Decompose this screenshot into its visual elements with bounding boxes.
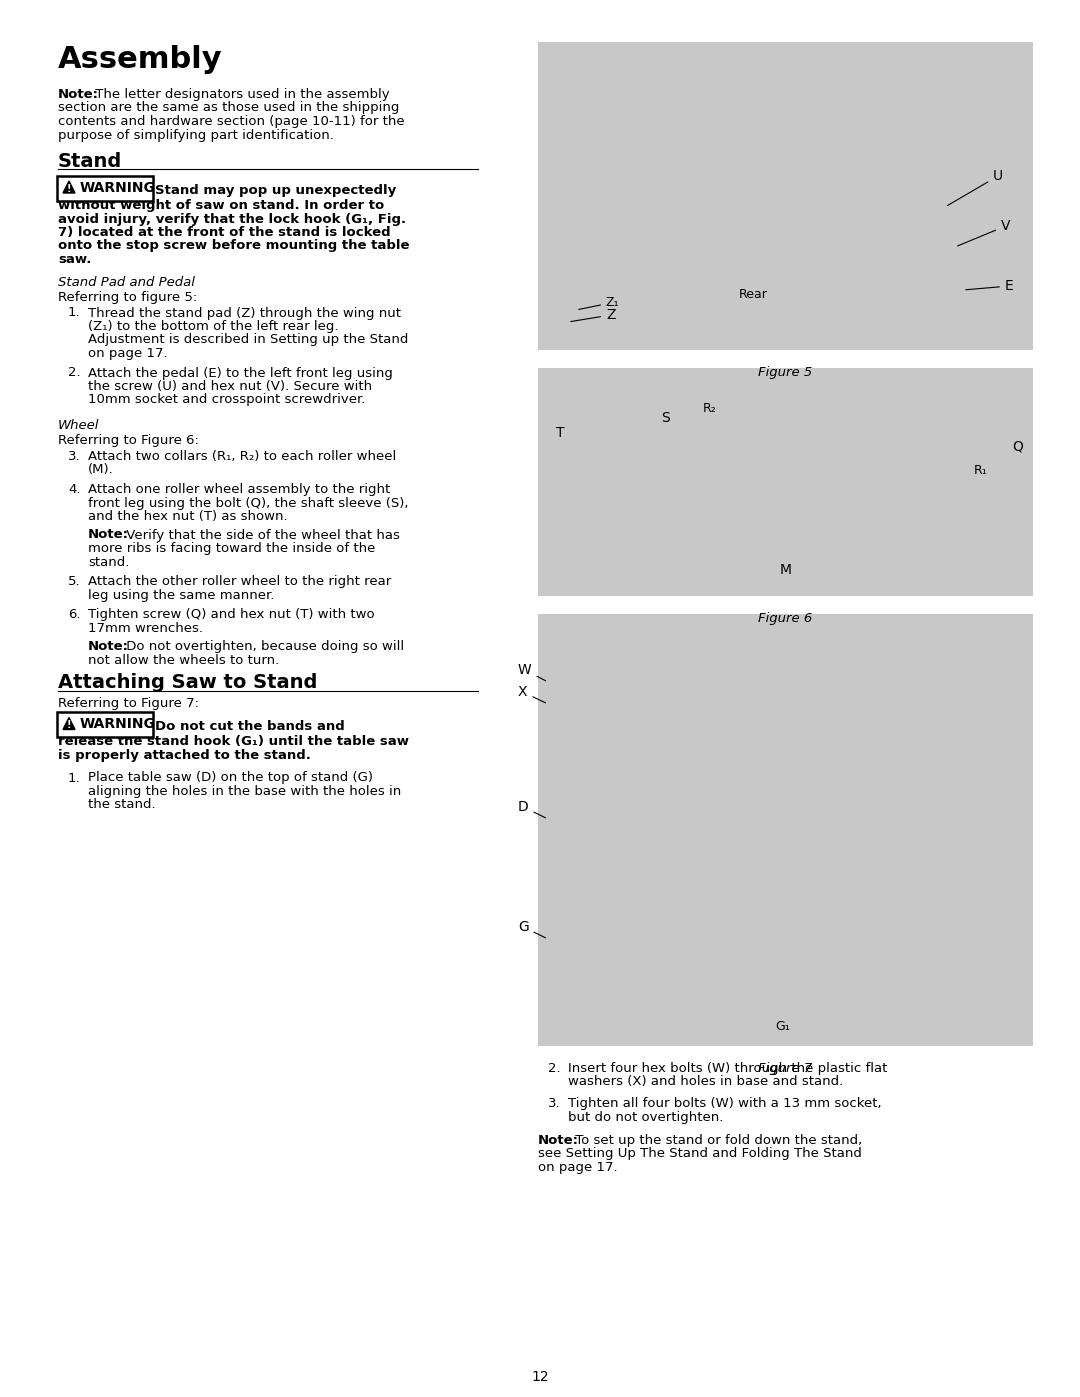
Polygon shape [63, 182, 75, 193]
Text: Stand Pad and Pedal: Stand Pad and Pedal [58, 275, 194, 289]
Text: G: G [518, 921, 545, 937]
Text: Wheel: Wheel [58, 419, 99, 432]
Text: Referring to Figure 6:: Referring to Figure 6: [58, 434, 199, 447]
Text: Do not cut the bands and: Do not cut the bands and [156, 721, 345, 733]
Text: but do not overtighten.: but do not overtighten. [568, 1111, 724, 1123]
Text: WARNING: WARNING [80, 718, 156, 732]
Text: Figure 6: Figure 6 [758, 612, 812, 624]
Text: Thread the stand pad (Z) through the wing nut: Thread the stand pad (Z) through the win… [87, 306, 401, 320]
Text: Figure 5: Figure 5 [758, 366, 812, 379]
Text: the stand.: the stand. [87, 799, 156, 812]
Text: Z₁: Z₁ [579, 296, 620, 310]
Text: the screw (U) and hex nut (V). Secure with: the screw (U) and hex nut (V). Secure wi… [87, 380, 373, 393]
Text: Insert four hex bolts (W) through the plastic flat: Insert four hex bolts (W) through the pl… [568, 1062, 888, 1076]
Text: !: ! [67, 721, 71, 731]
Text: Attaching Saw to Stand: Attaching Saw to Stand [58, 673, 318, 693]
Text: and the hex nut (T) as shown.: and the hex nut (T) as shown. [87, 510, 287, 522]
Text: (M).: (M). [87, 464, 113, 476]
Text: see Setting Up The Stand and Folding The Stand: see Setting Up The Stand and Folding The… [538, 1147, 862, 1161]
Polygon shape [63, 718, 75, 729]
Text: not allow the wheels to turn.: not allow the wheels to turn. [87, 654, 280, 666]
Text: 17mm wrenches.: 17mm wrenches. [87, 622, 203, 634]
Text: 1.: 1. [68, 771, 81, 785]
Text: 6.: 6. [68, 608, 81, 622]
Text: Do not overtighten, because doing so will: Do not overtighten, because doing so wil… [122, 640, 404, 652]
Text: Note:: Note: [87, 528, 129, 542]
Text: stand.: stand. [87, 556, 130, 569]
Text: (Z₁) to the bottom of the left rear leg.: (Z₁) to the bottom of the left rear leg. [87, 320, 338, 332]
Text: onto the stop screw before mounting the table: onto the stop screw before mounting the … [58, 239, 409, 253]
Text: U: U [947, 169, 1003, 205]
Text: saw.: saw. [58, 253, 92, 265]
Text: D: D [518, 800, 545, 817]
Text: S: S [662, 411, 671, 425]
Text: Note:: Note: [58, 88, 99, 101]
Text: Attach two collars (R₁, R₂) to each roller wheel: Attach two collars (R₁, R₂) to each roll… [87, 450, 396, 462]
Text: To set up the stand or fold down the stand,: To set up the stand or fold down the sta… [571, 1134, 862, 1147]
Text: Attach one roller wheel assembly to the right: Attach one roller wheel assembly to the … [87, 483, 390, 496]
Text: Attach the pedal (E) to the left front leg using: Attach the pedal (E) to the left front l… [87, 366, 393, 380]
Text: on page 17.: on page 17. [87, 346, 167, 360]
Text: T: T [556, 426, 564, 440]
Text: Stand may pop up unexpectedly: Stand may pop up unexpectedly [156, 184, 396, 197]
Text: R₁: R₁ [974, 464, 988, 478]
Text: 3.: 3. [548, 1097, 561, 1111]
Text: X: X [518, 685, 545, 703]
Text: Note:: Note: [538, 1134, 579, 1147]
Text: The letter designators used in the assembly: The letter designators used in the assem… [91, 88, 390, 101]
Text: washers (X) and holes in base and stand.: washers (X) and holes in base and stand. [568, 1076, 843, 1088]
Text: Rear: Rear [739, 288, 768, 300]
FancyBboxPatch shape [538, 367, 1032, 597]
Text: contents and hardware section (page 10-11) for the: contents and hardware section (page 10-1… [58, 115, 405, 129]
Text: avoid injury, verify that the lock hook (G₁, Fig.: avoid injury, verify that the lock hook … [58, 212, 406, 225]
FancyBboxPatch shape [56, 712, 152, 738]
FancyBboxPatch shape [56, 176, 152, 201]
Text: Adjustment is described in Setting up the Stand: Adjustment is described in Setting up th… [87, 334, 408, 346]
Text: M: M [780, 563, 792, 577]
Text: Tighten screw (Q) and hex nut (T) with two: Tighten screw (Q) and hex nut (T) with t… [87, 608, 375, 622]
Text: W: W [518, 664, 545, 680]
Text: is properly attached to the stand.: is properly attached to the stand. [58, 749, 311, 761]
Text: Verify that the side of the wheel that has: Verify that the side of the wheel that h… [122, 528, 400, 542]
Text: more ribs is facing toward the inside of the: more ribs is facing toward the inside of… [87, 542, 376, 555]
Text: leg using the same manner.: leg using the same manner. [87, 588, 274, 602]
Text: 2.: 2. [548, 1062, 561, 1076]
Text: !: ! [67, 184, 71, 194]
Text: front leg using the bolt (Q), the shaft sleeve (S),: front leg using the bolt (Q), the shaft … [87, 496, 408, 510]
Text: Referring to Figure 7:: Referring to Figure 7: [58, 697, 199, 711]
Text: Z: Z [570, 307, 616, 321]
Text: 10mm socket and crosspoint screwdriver.: 10mm socket and crosspoint screwdriver. [87, 394, 365, 407]
Text: Assembly: Assembly [58, 45, 222, 74]
Text: Attach the other roller wheel to the right rear: Attach the other roller wheel to the rig… [87, 576, 391, 588]
Text: 5.: 5. [68, 576, 81, 588]
Text: 12: 12 [531, 1370, 549, 1384]
Text: 3.: 3. [68, 450, 81, 462]
Text: Q: Q [1013, 439, 1024, 453]
Text: 7) located at the front of the stand is locked: 7) located at the front of the stand is … [58, 226, 391, 239]
Text: 1.: 1. [68, 306, 81, 320]
Text: V: V [958, 219, 1011, 246]
Text: without weight of saw on stand. In order to: without weight of saw on stand. In order… [58, 198, 384, 212]
Text: section are the same as those used in the shipping: section are the same as those used in th… [58, 102, 400, 115]
Text: purpose of simplifying part identification.: purpose of simplifying part identificati… [58, 129, 334, 141]
Text: R₂: R₂ [703, 401, 717, 415]
Text: WARNING: WARNING [80, 182, 156, 196]
Text: on page 17.: on page 17. [538, 1161, 618, 1173]
FancyBboxPatch shape [538, 615, 1032, 1046]
Text: Tighten all four bolts (W) with a 13 mm socket,: Tighten all four bolts (W) with a 13 mm … [568, 1097, 881, 1111]
Text: G₁: G₁ [775, 1020, 791, 1032]
Text: aligning the holes in the base with the holes in: aligning the holes in the base with the … [87, 785, 402, 798]
Text: Stand: Stand [58, 152, 122, 170]
Text: Place table saw (D) on the top of stand (G): Place table saw (D) on the top of stand … [87, 771, 373, 785]
Text: Referring to figure 5:: Referring to figure 5: [58, 291, 198, 303]
Text: 2.: 2. [68, 366, 81, 380]
FancyBboxPatch shape [538, 42, 1032, 351]
Text: Note:: Note: [87, 640, 129, 652]
Text: Figure 7: Figure 7 [758, 1062, 812, 1076]
Text: E: E [966, 279, 1014, 293]
Text: 4.: 4. [68, 483, 81, 496]
Text: release the stand hook (G₁) until the table saw: release the stand hook (G₁) until the ta… [58, 735, 409, 749]
